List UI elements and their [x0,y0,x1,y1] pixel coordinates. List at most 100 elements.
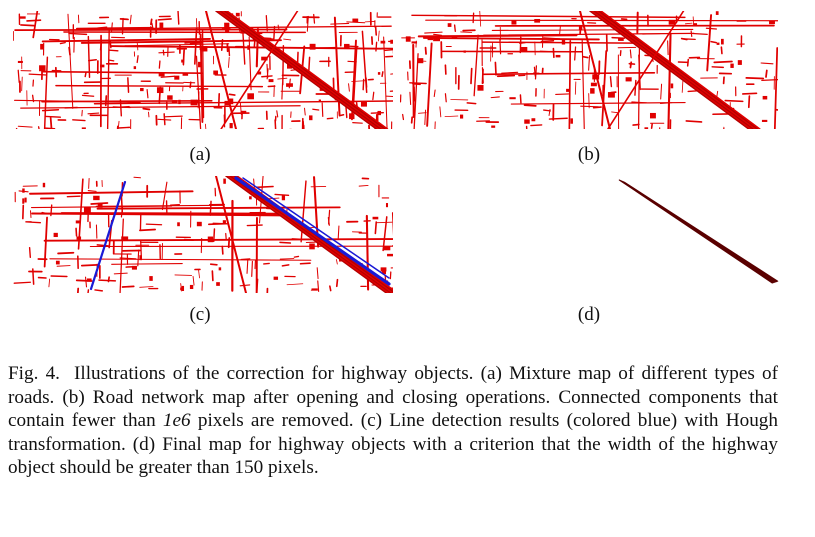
street-fragment [317,280,320,292]
street-fragment [127,77,130,93]
road-blob [207,236,214,243]
road-blob [139,255,142,261]
highway-strip [595,11,757,129]
street-fragment [629,61,633,69]
street-fragment [713,60,733,64]
road-blob [247,45,250,50]
street-fragment [228,56,230,68]
street-segment [667,32,672,129]
street-fragment [26,19,42,22]
street-fragment [107,276,110,283]
street-fragment [211,270,214,282]
street-fragment [374,25,378,36]
street-fragment [299,262,311,265]
street-fragment [240,258,251,261]
street-fragment [318,46,337,49]
street-segment [199,33,204,123]
street-fragment [49,116,53,129]
road-blob [607,92,615,98]
street-fragment [228,93,236,96]
street-fragment [724,99,744,103]
street-segment [124,43,230,47]
road-blob [55,260,60,265]
road-blob [625,77,632,82]
road-blob [693,23,698,27]
road-blob [83,207,91,213]
street-fragment [220,39,224,52]
street-fragment [169,203,180,207]
street-fragment [195,18,198,34]
street-segment [473,34,479,97]
street-segment [87,35,91,79]
street-fragment [650,123,653,129]
street-fragment [496,74,516,78]
street-fragment [559,26,561,35]
road-blob [235,12,240,17]
street-segment [43,56,49,129]
street-fragment [265,15,268,32]
road-blob [174,75,180,80]
street-fragment [273,25,276,41]
highway-strip [579,11,611,129]
street-fragment [365,77,368,88]
street-fragment [28,246,32,259]
street-fragment [151,22,154,29]
panel-c-label: (c) [189,304,211,325]
road-blob [223,178,226,184]
road-blob [309,115,313,121]
road-blob [17,60,23,63]
street-fragment [66,195,81,198]
street-fragment [221,245,224,255]
road-blob [349,113,355,120]
street-fragment [348,83,350,92]
street-fragment [543,37,561,40]
street-fragment [50,204,53,217]
street-fragment [582,55,589,59]
street-fragment [490,96,500,99]
street-fragment [574,46,577,61]
road-blob [131,265,137,270]
panel-c-image [11,176,393,293]
street-fragment [68,46,71,56]
street-fragment [184,41,203,44]
road-blob [761,119,768,122]
road-blob [509,97,516,100]
street-fragment [629,49,632,59]
street-fragment [121,17,124,35]
street-fragment [588,55,591,71]
street-fragment [98,279,117,282]
street-segment [413,53,419,129]
road-blob [198,61,202,68]
street-fragment [68,32,88,36]
road-blob [19,16,26,19]
street-fragment [183,238,195,241]
road-blob [182,72,189,76]
road-blob [380,40,386,44]
street-segment [161,181,168,211]
street-fragment [424,31,443,34]
street-fragment [119,99,123,117]
street-fragment [479,11,482,27]
road-blob [22,188,25,193]
road-blob [491,125,496,128]
figure-number: Fig. 4. [8,363,60,384]
street-segment [201,29,205,119]
street-fragment [17,69,20,83]
road-blob [460,114,464,119]
street-segment [706,14,713,72]
road-blob [524,119,530,124]
street-fragment [312,108,320,111]
highway-strip [229,176,392,293]
road-blob [730,63,734,68]
street-segment [481,41,636,44]
highway-strip [598,11,759,129]
street-fragment [96,244,109,247]
street-fragment [377,30,380,42]
road-blob [372,216,379,220]
road-blob [383,246,391,251]
panel-a-image [11,11,393,129]
street-fragment [548,117,568,120]
road-blob [189,284,194,290]
street-fragment [611,36,626,39]
street-fragment [470,67,473,85]
